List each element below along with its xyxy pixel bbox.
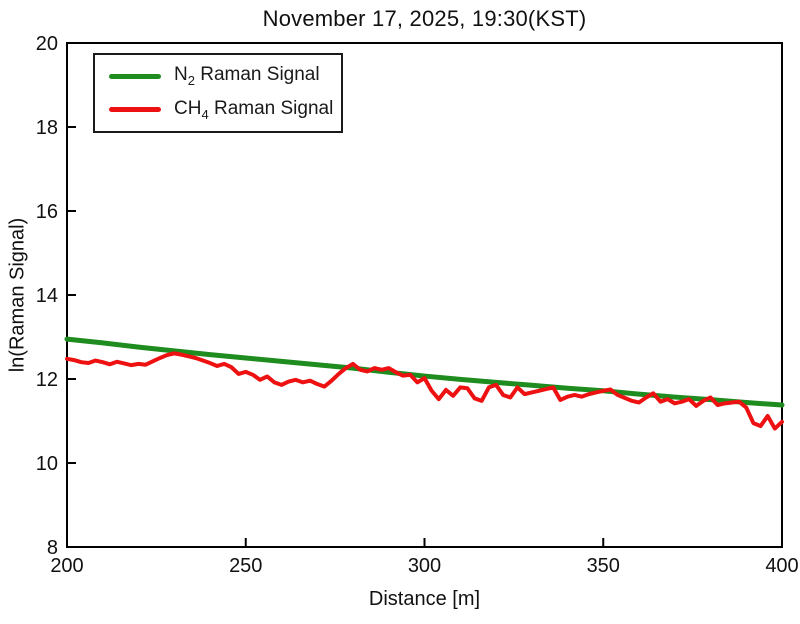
legend-line-n2-icon [109, 73, 161, 79]
legend-label-ch4: CH4 Raman Signal [174, 98, 333, 122]
x-tick-label: 400 [765, 555, 798, 577]
y-tick-label: 8 [47, 537, 58, 559]
x-tick-label: 300 [408, 555, 441, 577]
legend-label-n2-sub: 2 [187, 73, 195, 89]
y-tick-label: 16 [36, 201, 58, 223]
y-axis-label: ln(Raman Signal) [6, 217, 29, 373]
series-line-ch4 [65, 351, 784, 431]
y-tick-label: 14 [36, 285, 58, 307]
y-tick-label: 18 [36, 117, 58, 139]
legend-label-ch4-element: CH [174, 97, 202, 119]
x-tick-label: 350 [587, 555, 620, 577]
y-tick-label: 20 [36, 33, 58, 55]
y-tick-label: 10 [36, 453, 58, 475]
legend-label-ch4-sub: 4 [201, 106, 209, 122]
legend-item-n2: N2 Raman Signal [109, 64, 341, 88]
series-line-n2 [64, 336, 785, 408]
legend-label-ch4-rest: Raman Signal [208, 97, 334, 119]
legend-label-n2-element: N [174, 64, 188, 86]
chart-title: November 17, 2025, 19:30(KST) [262, 6, 587, 31]
legend-item-ch4: CH4 Raman Signal [109, 98, 341, 122]
legend: N2 Raman Signal CH4 Raman Signal [93, 53, 343, 133]
x-tick-label: 200 [50, 555, 83, 577]
legend-label-n2-rest: Raman Signal [194, 64, 320, 86]
legend-label-n2: N2 Raman Signal [174, 64, 320, 88]
y-tick-label: 12 [36, 369, 58, 391]
legend-line-ch4-icon [109, 107, 161, 113]
plot-frame [66, 42, 783, 548]
x-axis-label: Distance [m] [368, 588, 481, 610]
x-tick-label: 250 [229, 555, 262, 577]
